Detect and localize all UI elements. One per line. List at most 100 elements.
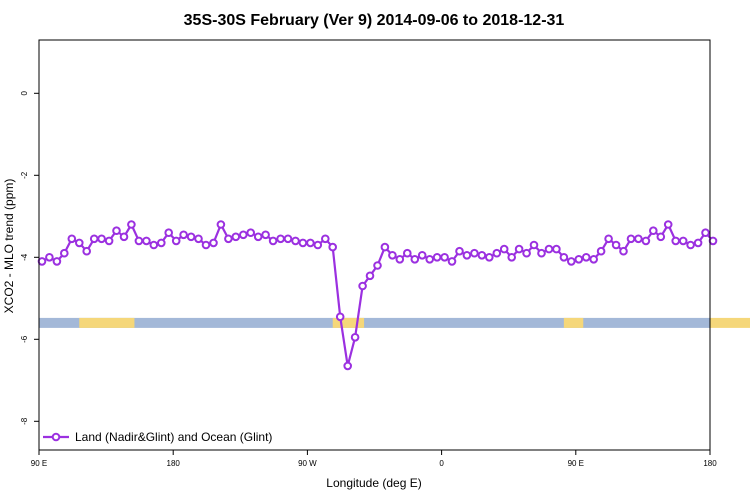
- data-point: [425, 254, 435, 264]
- land-patch: [710, 317, 750, 328]
- x-tick-label: 90 W: [298, 459, 317, 468]
- data-point: [209, 238, 218, 248]
- data-point: [671, 236, 681, 246]
- legend: Land (Nadir&Glint) and Ocean (Glint): [43, 430, 272, 444]
- data-point: [313, 240, 323, 250]
- data-point: [149, 240, 159, 250]
- legend-label: Land (Nadir&Glint) and Ocean (Glint): [75, 430, 272, 444]
- data-point: [350, 333, 360, 342]
- data-point: [224, 234, 233, 244]
- data-point: [619, 246, 628, 256]
- data-point: [678, 236, 688, 246]
- data-point: [246, 228, 255, 237]
- x-tick-label: 90 E: [31, 459, 47, 468]
- data-point: [201, 240, 211, 250]
- data-point: [373, 261, 382, 270]
- data-point: [104, 236, 114, 246]
- data-point: [470, 248, 479, 258]
- data-point: [306, 238, 315, 248]
- data-point: [417, 251, 427, 260]
- x-axis-label: Longitude (deg E): [326, 476, 421, 490]
- data-point: [82, 246, 91, 256]
- data-point: [186, 232, 196, 242]
- data-point: [403, 248, 412, 258]
- data-point: [343, 361, 353, 371]
- x-tick-label: 180: [703, 459, 717, 468]
- data-point: [604, 234, 613, 244]
- data-point: [216, 220, 226, 229]
- data-point: [581, 252, 591, 262]
- data-point: [328, 242, 338, 252]
- data-point: [231, 232, 241, 242]
- data-point: [686, 240, 695, 250]
- land-patch: [332, 317, 365, 328]
- data-point: [447, 257, 457, 266]
- y-tick-label: -4: [20, 253, 29, 261]
- data-point: [567, 257, 576, 266]
- data-point: [142, 236, 151, 246]
- data-point: [634, 234, 643, 244]
- ocean-band: [39, 317, 710, 328]
- surface-band: [39, 317, 750, 328]
- y-axis: 0 -2 -4 -6 -8: [20, 91, 39, 425]
- data-point: [522, 248, 531, 258]
- data-point: [60, 248, 69, 258]
- data-point: [358, 281, 367, 291]
- data-point: [492, 248, 502, 258]
- x-tick-label: 180: [167, 459, 181, 468]
- data-point: [499, 244, 509, 254]
- data-point: [477, 251, 487, 260]
- data-point: [321, 234, 330, 244]
- data-point: [649, 226, 658, 235]
- data-point: [611, 240, 621, 250]
- data-point: [589, 254, 599, 264]
- data-point: [380, 242, 390, 252]
- data-point: [67, 234, 77, 244]
- data-point: [268, 236, 278, 246]
- x-axis: 90 E 180 90 W 0 90 E 180: [31, 450, 717, 468]
- data-point: [298, 238, 308, 248]
- data-point: [656, 232, 666, 242]
- data-point: [544, 244, 554, 254]
- data-point: [283, 234, 293, 244]
- data-point: [119, 232, 129, 242]
- data-point: [514, 244, 524, 254]
- series-layer: [37, 220, 718, 371]
- data-point: [432, 252, 442, 262]
- data-point: [127, 220, 136, 229]
- data-point: [171, 236, 181, 246]
- x-tick-label: 0: [439, 459, 444, 468]
- legend-marker: [51, 432, 61, 442]
- data-point: [693, 238, 703, 248]
- y-tick-label: -2: [20, 171, 29, 179]
- data-point: [455, 246, 464, 256]
- data-point: [164, 228, 173, 237]
- data-point: [89, 234, 99, 244]
- data-point: [365, 271, 375, 281]
- y-tick-label: 0: [20, 91, 29, 96]
- data-point: [45, 252, 54, 262]
- data-point: [574, 254, 584, 264]
- data-point: [157, 238, 166, 248]
- y-tick-label: -6: [20, 335, 29, 343]
- data-point: [395, 254, 405, 264]
- data-point: [112, 226, 121, 235]
- data-point: [485, 252, 494, 262]
- data-point: [97, 234, 106, 244]
- data-point: [52, 257, 62, 266]
- data-point: [253, 232, 263, 242]
- plot-frame: [38, 39, 711, 451]
- y-axis-label: XCO2 - MLO trend (ppm): [2, 179, 16, 314]
- data-point: [641, 236, 651, 246]
- data-point: [179, 230, 188, 240]
- data-point: [537, 248, 546, 258]
- data-point: [507, 252, 517, 262]
- y-tick-label: -8: [20, 417, 29, 425]
- data-point: [552, 244, 561, 254]
- data-point: [440, 252, 449, 262]
- data-point: [626, 234, 636, 244]
- chart-title: 35S-30S February (Ver 9) 2014-09-06 to 2…: [184, 12, 565, 29]
- data-point: [708, 236, 718, 246]
- data-point: [239, 230, 248, 240]
